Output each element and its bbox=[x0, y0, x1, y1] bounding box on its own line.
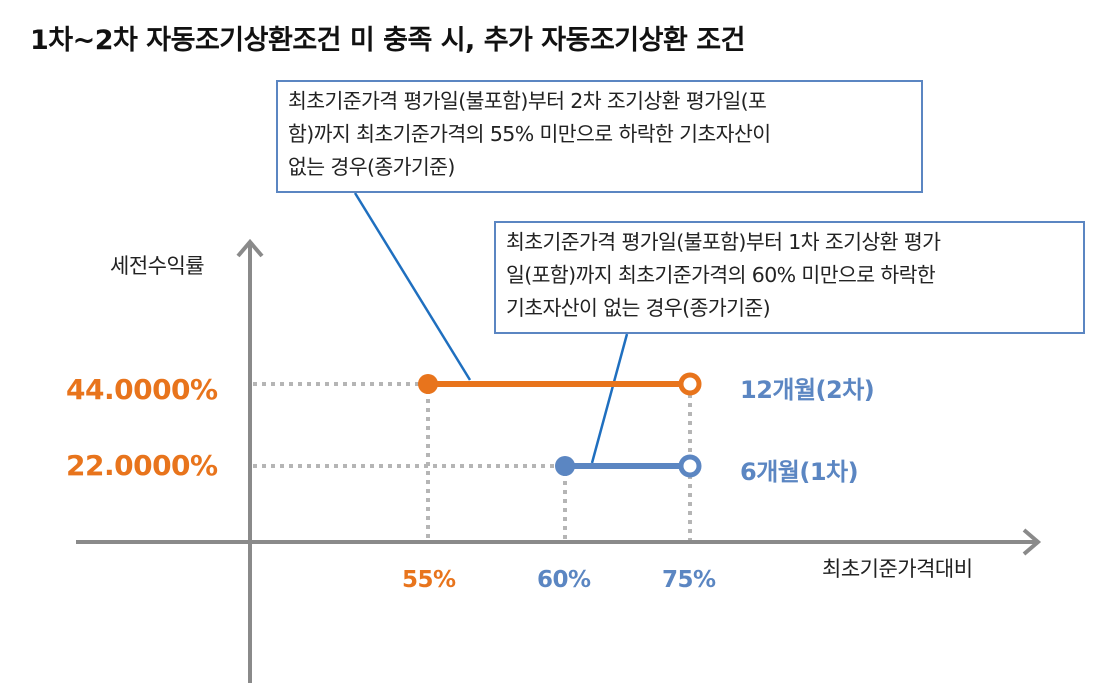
series-label-first: 6개월(1차) bbox=[740, 458, 859, 486]
leader-lines bbox=[353, 192, 629, 464]
filled-marker-icon bbox=[555, 456, 575, 476]
filled-marker-icon bbox=[418, 374, 438, 394]
x-axis-arrow-icon bbox=[1022, 528, 1042, 556]
callout-second-condition: 최초기준가격 평가일(불포함)부터 2차 조기상환 평가일(포 함)까지 최초기… bbox=[276, 80, 923, 193]
series-second bbox=[418, 372, 702, 396]
axes bbox=[76, 238, 1042, 683]
y-axis-arrow-icon bbox=[236, 238, 264, 258]
leader-line-second bbox=[353, 192, 472, 381]
callout-line: 없는 경우(종가기준) bbox=[288, 155, 455, 179]
x-axis-label: 최초기준가격대비 bbox=[822, 557, 973, 581]
y-tick-22: 22.0000% bbox=[66, 449, 218, 482]
series-first bbox=[555, 454, 702, 478]
x-tick-60: 60% bbox=[537, 567, 591, 593]
callout-line: 일(포함)까지 최초기준가격의 60% 미만으로 하락한 bbox=[506, 263, 936, 287]
leader-line-first bbox=[590, 333, 629, 464]
open-marker-icon bbox=[678, 372, 702, 396]
x-tick-75: 75% bbox=[662, 567, 716, 593]
x-tick-55: 55% bbox=[402, 567, 456, 593]
callout-first-condition: 최초기준가격 평가일(불포함)부터 1차 조기상환 평가 일(포함)까지 최초기… bbox=[494, 221, 1085, 334]
page-title: 1차~2차 자동조기상환조건 미 충족 시, 추가 자동조기상환 조건 bbox=[30, 25, 745, 56]
callout-line: 기초자산이 없는 경우(종가기준) bbox=[506, 296, 771, 320]
series-label-second: 12개월(2차) bbox=[740, 376, 875, 404]
y-axis-label: 세전수익률 bbox=[110, 254, 205, 278]
callout-line: 최초기준가격 평가일(불포함)부터 2차 조기상환 평가일(포 bbox=[288, 89, 767, 113]
callout-line: 함)까지 최초기준가격의 55% 미만으로 하락한 기초자산이 bbox=[288, 122, 771, 146]
y-tick-44: 44.0000% bbox=[66, 373, 218, 406]
open-marker-icon bbox=[678, 454, 702, 478]
callout-line: 최초기준가격 평가일(불포함)부터 1차 조기상환 평가 bbox=[506, 230, 941, 254]
